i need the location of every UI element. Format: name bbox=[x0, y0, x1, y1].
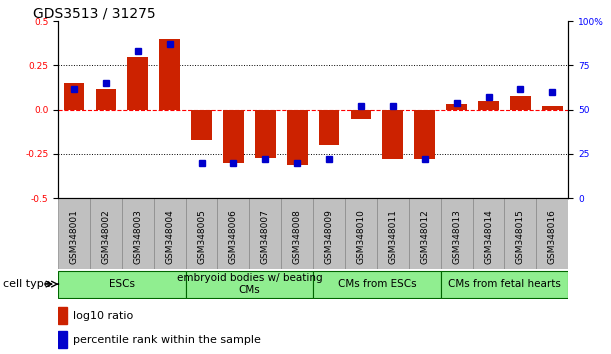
Text: GSM348006: GSM348006 bbox=[229, 209, 238, 264]
FancyBboxPatch shape bbox=[472, 198, 505, 269]
Bar bbox=[159, 39, 180, 110]
FancyBboxPatch shape bbox=[505, 198, 536, 269]
Text: log10 ratio: log10 ratio bbox=[73, 311, 134, 321]
Text: GSM348015: GSM348015 bbox=[516, 209, 525, 264]
Bar bbox=[58, 331, 67, 348]
Bar bbox=[510, 96, 531, 110]
Text: GSM348016: GSM348016 bbox=[548, 209, 557, 264]
Bar bbox=[191, 110, 212, 140]
Text: GSM348007: GSM348007 bbox=[261, 209, 270, 264]
Text: GSM348012: GSM348012 bbox=[420, 209, 430, 264]
Bar bbox=[414, 110, 435, 159]
Bar bbox=[64, 83, 84, 110]
FancyBboxPatch shape bbox=[154, 198, 186, 269]
FancyBboxPatch shape bbox=[249, 198, 281, 269]
Bar bbox=[542, 106, 563, 110]
Text: ESCs: ESCs bbox=[109, 279, 135, 289]
Bar bbox=[351, 110, 371, 119]
FancyBboxPatch shape bbox=[58, 270, 186, 298]
FancyBboxPatch shape bbox=[218, 198, 249, 269]
Bar bbox=[319, 110, 340, 145]
FancyBboxPatch shape bbox=[536, 198, 568, 269]
Bar bbox=[95, 88, 116, 110]
Text: CMs from fetal hearts: CMs from fetal hearts bbox=[448, 279, 561, 289]
FancyBboxPatch shape bbox=[58, 198, 90, 269]
Text: cell type: cell type bbox=[3, 279, 51, 289]
FancyBboxPatch shape bbox=[313, 198, 345, 269]
Bar bbox=[223, 110, 244, 163]
Text: GSM348004: GSM348004 bbox=[165, 209, 174, 264]
Bar bbox=[58, 307, 67, 324]
Text: GDS3513 / 31275: GDS3513 / 31275 bbox=[32, 6, 155, 20]
Bar bbox=[478, 101, 499, 110]
Text: GSM348009: GSM348009 bbox=[324, 209, 334, 264]
Bar bbox=[382, 110, 403, 159]
Bar bbox=[128, 57, 148, 110]
Text: GSM348001: GSM348001 bbox=[70, 209, 78, 264]
Text: GSM348014: GSM348014 bbox=[484, 209, 493, 264]
FancyBboxPatch shape bbox=[281, 198, 313, 269]
FancyBboxPatch shape bbox=[313, 270, 441, 298]
FancyBboxPatch shape bbox=[441, 270, 568, 298]
Text: GSM348008: GSM348008 bbox=[293, 209, 302, 264]
FancyBboxPatch shape bbox=[186, 270, 313, 298]
FancyBboxPatch shape bbox=[345, 198, 377, 269]
FancyBboxPatch shape bbox=[441, 198, 472, 269]
Text: GSM348003: GSM348003 bbox=[133, 209, 142, 264]
Text: CMs from ESCs: CMs from ESCs bbox=[338, 279, 416, 289]
FancyBboxPatch shape bbox=[90, 198, 122, 269]
Bar bbox=[255, 110, 276, 158]
Bar bbox=[446, 104, 467, 110]
FancyBboxPatch shape bbox=[409, 198, 441, 269]
Text: GSM348005: GSM348005 bbox=[197, 209, 206, 264]
Text: percentile rank within the sample: percentile rank within the sample bbox=[73, 335, 262, 345]
Text: GSM348013: GSM348013 bbox=[452, 209, 461, 264]
FancyBboxPatch shape bbox=[377, 198, 409, 269]
Text: GSM348010: GSM348010 bbox=[356, 209, 365, 264]
Text: GSM348002: GSM348002 bbox=[101, 209, 111, 264]
Bar bbox=[287, 110, 307, 165]
FancyBboxPatch shape bbox=[186, 198, 218, 269]
FancyBboxPatch shape bbox=[122, 198, 154, 269]
Text: embryoid bodies w/ beating
CMs: embryoid bodies w/ beating CMs bbox=[177, 273, 322, 295]
Text: GSM348011: GSM348011 bbox=[389, 209, 397, 264]
